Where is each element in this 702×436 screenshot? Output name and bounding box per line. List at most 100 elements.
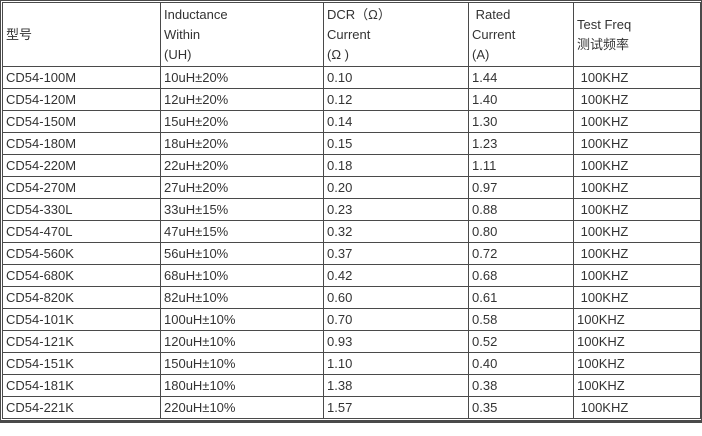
- table-cell: 0.10: [323, 66, 469, 89]
- table-cell: 82uH±10%: [160, 286, 324, 309]
- table-cell: 100KHZ: [573, 110, 701, 133]
- table-row: CD54-270M 27uH±20% 0.20 0.97 100KHZ: [2, 176, 701, 199]
- table-cell: 100KHZ: [573, 154, 701, 177]
- table-row: CD54-150M 15uH±20% 0.14 1.30 100KHZ: [2, 110, 701, 133]
- table-cell: 100KHZ: [573, 396, 701, 419]
- table-cell: 56uH±10%: [160, 242, 324, 265]
- table-cell: 1.38: [323, 374, 469, 397]
- table-cell: 68uH±10%: [160, 264, 324, 287]
- inductor-spec-table: 型号 Inductance Within (UH) DCR（Ω） Current (Ω ) …: [2, 2, 701, 419]
- table-cell: CD54-150M: [2, 110, 161, 133]
- table-cell: CD54-820K: [2, 286, 161, 309]
- table-cell: 1.30: [468, 110, 574, 133]
- table-row: CD54-680K 68uH±10% 0.42 0.68 100KHZ: [2, 264, 701, 287]
- table-cell: CD54-470L: [2, 220, 161, 243]
- table-cell: 100KHZ: [573, 374, 701, 397]
- table-cell: 1.10: [323, 352, 469, 375]
- table-row: CD54-220M 22uH±20% 0.18 1.11 100KHZ: [2, 154, 701, 177]
- table-cell: 100KHZ: [573, 132, 701, 155]
- table-cell: 0.72: [468, 242, 574, 265]
- table-cell: 0.35: [468, 396, 574, 419]
- column-header-line: Inductance: [164, 6, 228, 22]
- table-row: CD54-180M 18uH±20% 0.15 1.23 100KHZ: [2, 132, 701, 155]
- table-row: CD54-181K 180uH±10% 1.38 0.38 100KHZ: [2, 374, 701, 397]
- table-cell: 0.38: [468, 374, 574, 397]
- table-cell: 100KHZ: [573, 198, 701, 221]
- table-row: CD54-151K 150uH±10% 1.10 0.40 100KHZ: [2, 352, 701, 375]
- table-cell: 12uH±20%: [160, 88, 324, 111]
- table-cell: CD54-181K: [2, 374, 161, 397]
- table-cell: 0.18: [323, 154, 469, 177]
- table-cell: 0.23: [323, 198, 469, 221]
- table-cell: 0.97: [468, 176, 574, 199]
- table-row: CD54-120M 12uH±20% 0.12 1.40 100KHZ: [2, 88, 701, 111]
- table-cell: CD54-120M: [2, 88, 161, 111]
- table-cell: 150uH±10%: [160, 352, 324, 375]
- table-cell: 180uH±10%: [160, 374, 324, 397]
- table-row: CD54-100M 10uH±20% 0.10 1.44 100KHZ: [2, 66, 701, 89]
- table-cell: CD54-151K: [2, 352, 161, 375]
- table-cell: 100uH±10%: [160, 308, 324, 331]
- table-cell: CD54-680K: [2, 264, 161, 287]
- column-header-rated: Rated Current (A): [468, 2, 574, 67]
- column-header-inductance: Inductance Within (UH): [160, 2, 324, 67]
- table-cell: 0.70: [323, 308, 469, 331]
- header-row: 型号 Inductance Within (UH) DCR（Ω） Current (Ω ) …: [2, 2, 701, 67]
- table-cell: 0.61: [468, 286, 574, 309]
- table-row: CD54-330L 33uH±15% 0.23 0.88 100KHZ: [2, 198, 701, 221]
- table-cell: 0.93: [323, 330, 469, 353]
- column-header-dcr: DCR（Ω） Current (Ω ): [323, 2, 469, 67]
- table-cell: 100KHZ: [573, 330, 701, 353]
- column-header-line: Rated: [472, 6, 511, 22]
- table-cell: 0.42: [323, 264, 469, 287]
- table-cell: CD54-100M: [2, 66, 161, 89]
- column-header-line: 测试频率: [577, 36, 630, 52]
- table-cell: 22uH±20%: [160, 154, 324, 177]
- table-cell: 100KHZ: [573, 242, 701, 265]
- table-cell: 47uH±15%: [160, 220, 324, 243]
- table-cell: 100KHZ: [573, 264, 701, 287]
- table-cell: CD54-560K: [2, 242, 161, 265]
- table-cell: 18uH±20%: [160, 132, 324, 155]
- table-cell: CD54-270M: [2, 176, 161, 199]
- table-cell: 27uH±20%: [160, 176, 324, 199]
- column-header-line: Current: [472, 26, 516, 42]
- column-header-line: Within: [164, 26, 201, 42]
- column-header-line: (A): [472, 46, 490, 62]
- table-row: CD54-820K 82uH±10% 0.60 0.61 100KHZ: [2, 286, 701, 309]
- column-header-line: Test Freq: [577, 16, 632, 32]
- table-row: CD54-470L 47uH±15% 0.32 0.80 100KHZ: [2, 220, 701, 243]
- table-cell: 33uH±15%: [160, 198, 324, 221]
- column-header-line: Current: [327, 26, 371, 42]
- table-cell: 0.88: [468, 198, 574, 221]
- table-cell: 100KHZ: [573, 66, 701, 89]
- spec-table-frame: 型号 Inductance Within (UH) DCR（Ω） Current (Ω ) …: [0, 0, 702, 423]
- table-cell: CD54-101K: [2, 308, 161, 331]
- table-row: CD54-121K 120uH±10% 0.93 0.52 100KHZ: [2, 330, 701, 353]
- table-cell: 1.44: [468, 66, 574, 89]
- column-header-line: DCR（Ω）: [327, 6, 391, 22]
- table-cell: 0.80: [468, 220, 574, 243]
- column-header-line: (UH): [164, 46, 192, 62]
- column-header-line: 型号: [6, 26, 33, 42]
- table-cell: 0.12: [323, 88, 469, 111]
- table-cell: 0.58: [468, 308, 574, 331]
- table-cell: 100KHZ: [573, 308, 701, 331]
- table-cell: 100KHZ: [573, 220, 701, 243]
- column-header-test-freq: Test Freq 测试频率: [573, 2, 701, 67]
- table-cell: 220uH±10%: [160, 396, 324, 419]
- table-cell: 0.40: [468, 352, 574, 375]
- table-cell: CD54-221K: [2, 396, 161, 419]
- table-cell: CD54-330L: [2, 198, 161, 221]
- table-cell: CD54-121K: [2, 330, 161, 353]
- table-header: 型号 Inductance Within (UH) DCR（Ω） Current (Ω ) …: [2, 2, 701, 67]
- table-cell: 100KHZ: [573, 88, 701, 111]
- table-row: CD54-221K 220uH±10% 1.57 0.35 100KHZ: [2, 396, 701, 419]
- table-cell: 100KHZ: [573, 176, 701, 199]
- table-cell: 0.37: [323, 242, 469, 265]
- table-cell: 100KHZ: [573, 286, 701, 309]
- table-cell: 1.11: [468, 154, 574, 177]
- table-cell: 120uH±10%: [160, 330, 324, 353]
- table-body: CD54-100M 10uH±20% 0.10 1.44 100KHZ CD54-120…: [2, 66, 701, 419]
- table-cell: 15uH±20%: [160, 110, 324, 133]
